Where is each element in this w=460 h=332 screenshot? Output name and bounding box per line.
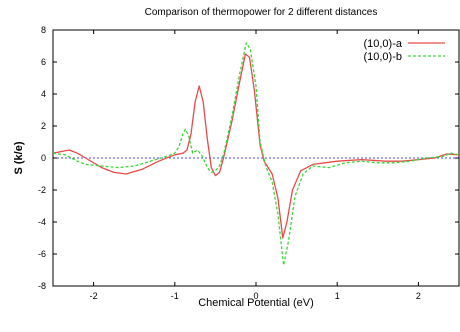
x-axis-label: Chemical Potential (eV) [198,297,314,309]
series-line-2 [52,42,460,266]
y-tick-label: 2 [41,121,46,131]
x-tick-label: 2 [416,291,421,301]
chart-title: Comparison of thermopower for 2 differen… [145,7,378,18]
y-tick-label: 4 [41,89,46,99]
legend-label-1: (10,0)-a [363,38,402,50]
y-tick-label: 6 [41,57,46,67]
legend: (10,0)-a(10,0)-b [363,38,445,63]
legend-label-2: (10,0)-b [363,51,402,63]
axis-ticks: -2 -1 0 1 2 -8 -6 -4 -2 0 2 4 6 8 [38,25,459,301]
x-tick-label: 1 [335,291,340,301]
x-tick-label: -1 [171,291,179,301]
x-tick-label: 0 [253,291,258,301]
y-tick-label: 8 [41,25,46,35]
x-tick-label: -2 [90,291,98,301]
y-tick-label: -2 [38,185,46,195]
y-tick-label: -4 [38,217,46,227]
y-axis-label: S (k/e) [13,141,25,174]
y-tick-label: -6 [38,249,46,259]
y-tick-label: 0 [41,153,46,163]
series-layer [52,42,460,266]
series-line-1 [52,53,460,239]
y-tick-label: -8 [38,281,46,291]
